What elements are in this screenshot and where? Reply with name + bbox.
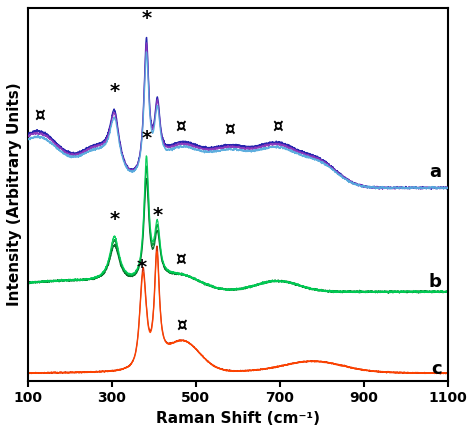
Text: a: a [429,163,441,181]
Text: ¤: ¤ [175,251,186,269]
Text: ¤: ¤ [34,107,45,124]
Text: ¤: ¤ [224,120,235,139]
Text: *: * [109,82,119,101]
Text: *: * [141,9,152,28]
Text: ¤: ¤ [175,117,186,136]
Y-axis label: Intensity (Arbitrary Units): Intensity (Arbitrary Units) [7,83,22,306]
Text: *: * [137,258,147,277]
Text: *: * [109,210,119,229]
Text: *: * [141,129,152,148]
Text: b: b [428,274,441,291]
Text: ¤: ¤ [272,118,283,136]
X-axis label: Raman Shift (cm⁻¹): Raman Shift (cm⁻¹) [155,411,319,426]
Text: *: * [152,207,163,226]
Text: c: c [431,360,441,378]
Text: ¤: ¤ [177,317,187,335]
